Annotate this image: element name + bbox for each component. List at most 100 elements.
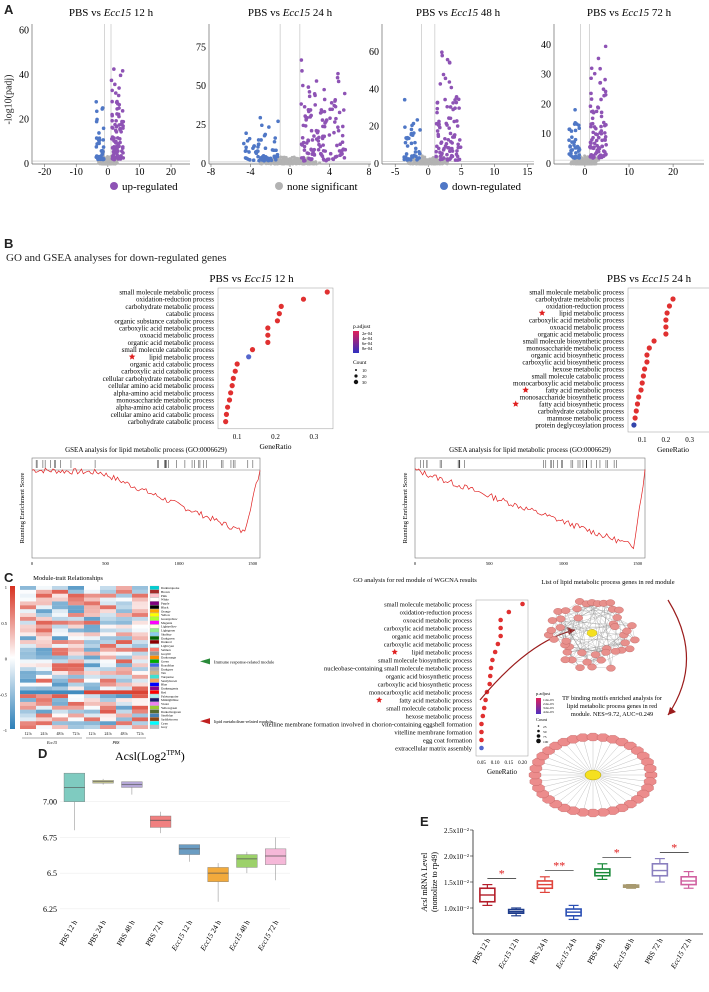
network-node bbox=[575, 664, 585, 671]
heatmap-scale-val-0: 1 bbox=[5, 585, 7, 590]
heatmap-cell bbox=[52, 620, 68, 625]
gsea-left-xtick-2: 1000 bbox=[175, 561, 185, 566]
heatmap-cell bbox=[116, 698, 132, 702]
heatmap-cell bbox=[20, 651, 36, 656]
volcano-xtick-1-4: 8 bbox=[367, 167, 372, 178]
volcano-xtick-0-3: 10 bbox=[134, 167, 144, 178]
volcano-point-none bbox=[423, 162, 427, 166]
heatmap-cell bbox=[116, 620, 132, 625]
b-right-term-5: oxoacid metabolic process bbox=[550, 324, 625, 332]
heatmap-cell bbox=[116, 674, 132, 679]
volcano-point-none bbox=[97, 161, 101, 165]
tpm-box-4 bbox=[178, 844, 200, 855]
volcano-xtick-0-1: -10 bbox=[70, 167, 83, 178]
heatmap-cell bbox=[132, 628, 148, 633]
qpcr-xlabel-5: Ecc15 48 h bbox=[611, 936, 636, 971]
volcano-point-up bbox=[589, 66, 594, 71]
b-right-term-11: hexose metabolic process bbox=[552, 366, 624, 374]
module-color-25 bbox=[149, 682, 160, 687]
gsea-left-xtick-3: 1500 bbox=[248, 561, 258, 566]
module-color-34 bbox=[149, 717, 160, 722]
volcano-point-up bbox=[119, 122, 123, 127]
go-red-dot-4 bbox=[498, 633, 503, 639]
heatmap-cell bbox=[20, 613, 36, 617]
b-right-star-3 bbox=[538, 309, 546, 316]
heatmap-cell bbox=[132, 643, 148, 648]
b-left-legend-bar bbox=[353, 331, 359, 353]
heatmap-cell bbox=[116, 667, 132, 672]
heatmap-col-6: 48 h bbox=[121, 731, 128, 736]
tpm-xlabel-2: PBS 48 h bbox=[115, 918, 137, 947]
go-red-xtick-3: 0.20 bbox=[518, 761, 527, 766]
volcano-point-up bbox=[304, 141, 309, 145]
volcano-point-up bbox=[306, 151, 311, 156]
volcano-point-down bbox=[577, 153, 582, 157]
b-left-dot-1 bbox=[300, 296, 307, 302]
gsea-right-xtick-3: 1500 bbox=[633, 561, 643, 566]
go-red-term-14: hexose metabolic process bbox=[406, 714, 473, 721]
heatmap-cell bbox=[20, 725, 36, 729]
gsea-right: GSEA analysis for lipid metabolic proces… bbox=[402, 446, 646, 566]
volcano-point-up bbox=[302, 159, 306, 163]
volcano-point-down bbox=[413, 150, 418, 154]
heatmap-cell bbox=[116, 605, 132, 610]
panel-letter-d: D bbox=[38, 746, 48, 761]
tf-caption: TF binding motifs enriched analysis for l… bbox=[562, 695, 663, 718]
tf-edge bbox=[538, 774, 594, 789]
network-node bbox=[573, 614, 583, 622]
heatmap-cell bbox=[100, 613, 116, 617]
volcano-point-up bbox=[300, 69, 304, 73]
volcano-point-up bbox=[446, 145, 450, 150]
go-red-term-5: carboxylic acid metabolic process bbox=[384, 642, 473, 649]
go-red-term-6: lipid metabolic process bbox=[412, 650, 473, 657]
heatmap-cell bbox=[36, 655, 52, 660]
network-title: List of lipid metabolic process genes in… bbox=[541, 579, 674, 586]
heatmap-cell bbox=[36, 586, 52, 590]
heatmap-cell bbox=[100, 601, 116, 606]
heatmap-cell bbox=[116, 725, 132, 729]
volcano-point-up bbox=[307, 94, 312, 99]
heatmap-cell bbox=[132, 613, 148, 617]
go-red-term-16: vitelline membrane formation bbox=[394, 730, 472, 737]
volcano-point-up bbox=[437, 119, 441, 124]
b-left-dot-18 bbox=[223, 419, 229, 425]
volcano-point-up bbox=[110, 88, 114, 93]
volcano-point-up bbox=[110, 118, 114, 123]
volcano-point-down bbox=[100, 153, 104, 157]
volcano-point-up bbox=[334, 154, 339, 159]
volcano-point-up bbox=[114, 151, 119, 155]
go-red-dot-1 bbox=[506, 609, 512, 615]
volcano-point-up bbox=[600, 138, 604, 143]
heatmap-cell bbox=[100, 597, 116, 602]
heatmap-cell bbox=[132, 589, 148, 594]
module-color-18 bbox=[149, 655, 160, 660]
heatmap-cell bbox=[116, 616, 132, 621]
module-trait-heatmap: Module-trait Relationships 1 0.5 0 -0.5 -1 Dar… bbox=[0, 575, 274, 745]
heatmap-cell bbox=[132, 605, 148, 610]
volcano-point-up bbox=[328, 151, 333, 156]
heatmap-cell bbox=[84, 586, 100, 590]
volcano-point-none bbox=[284, 156, 288, 160]
module-name-19: Green bbox=[161, 660, 169, 664]
volcano-point-up bbox=[309, 128, 314, 133]
heatmap-cell bbox=[68, 674, 84, 679]
heatmap-cell bbox=[84, 717, 100, 722]
heatmap-cell bbox=[116, 686, 132, 691]
heatmap-cell bbox=[84, 706, 100, 710]
module-color-13 bbox=[149, 636, 160, 640]
tf-target-node bbox=[536, 789, 549, 799]
network-edge bbox=[560, 627, 606, 653]
tf-edge bbox=[592, 774, 644, 795]
network-edge bbox=[560, 618, 615, 627]
go-red-legend-val-3: 4.0e-03 bbox=[543, 710, 554, 714]
volcano-point-up bbox=[313, 93, 317, 98]
heatmap-cell bbox=[52, 651, 68, 656]
volcano-point-none bbox=[428, 161, 432, 165]
volcano-point-none bbox=[281, 155, 285, 159]
volcano-point-down bbox=[567, 138, 571, 142]
volcano-point-none bbox=[295, 156, 299, 160]
heatmap-cell bbox=[116, 624, 132, 629]
volcano-point-up bbox=[111, 126, 115, 130]
lipid-gene-network: List of lipid metabolic process genes in… bbox=[541, 579, 675, 672]
volcano-point-up bbox=[114, 130, 119, 134]
